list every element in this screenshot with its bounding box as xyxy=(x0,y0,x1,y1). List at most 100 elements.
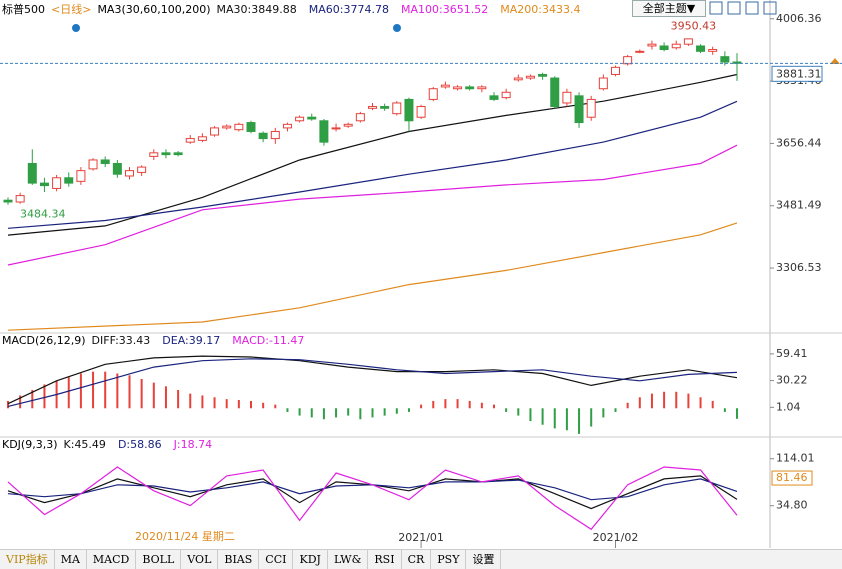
low-label: 3484.34 xyxy=(20,208,66,221)
candle-body xyxy=(586,98,596,118)
macd-bar xyxy=(262,402,265,409)
legend-name: D xyxy=(118,438,130,451)
macd-bar xyxy=(553,408,556,429)
series-line xyxy=(7,222,738,331)
candle-body xyxy=(574,95,584,124)
tab[interactable]: CR xyxy=(402,550,432,569)
period[interactable]: <日线> xyxy=(51,3,92,16)
legend-entry: MACD-11.47 xyxy=(232,334,310,347)
candle-body xyxy=(428,88,438,100)
marker-label: 81.46 xyxy=(776,471,808,484)
tab[interactable]: MACD xyxy=(87,550,137,569)
header: 标普500<日线>MA3(30,60,100,200)MA303849.88MA… xyxy=(2,1,598,17)
y-tick-label: 3481.49 xyxy=(776,199,822,212)
candle-body xyxy=(185,138,195,143)
macd-bar xyxy=(578,408,581,434)
macd-bar xyxy=(614,408,617,412)
candle-body xyxy=(562,91,572,104)
y-tick-label: 34.80 xyxy=(776,499,808,512)
candle-body xyxy=(149,152,159,157)
macd-bar xyxy=(432,400,435,409)
macd-bar xyxy=(736,408,738,419)
candle-body xyxy=(88,159,98,170)
candle-body xyxy=(319,120,329,143)
candle-body xyxy=(100,159,110,165)
candle-body xyxy=(210,127,220,136)
tab[interactable]: CCI xyxy=(259,550,294,569)
macd-bar xyxy=(140,378,143,409)
legend-value: 39.17 xyxy=(188,334,221,347)
last-price-box xyxy=(771,65,823,82)
macd-bar xyxy=(164,386,167,409)
candle-body xyxy=(477,86,487,90)
tab[interactable]: MA xyxy=(55,550,87,569)
tab[interactable]: RSI xyxy=(368,550,402,569)
legend-entry: K45.49 xyxy=(64,438,112,451)
legend-name: MA200 xyxy=(500,3,542,16)
candle-body xyxy=(696,45,706,52)
tab[interactable]: 设置 xyxy=(466,550,502,569)
macd-bar xyxy=(31,389,34,409)
macd-bar xyxy=(626,402,629,409)
macd-bar xyxy=(189,393,192,409)
macd-bar xyxy=(128,375,131,409)
tab[interactable]: KDJ xyxy=(293,550,328,569)
legend-entry: MA303849.88 xyxy=(217,3,303,16)
macd-bar xyxy=(19,395,22,409)
candle-body xyxy=(708,49,718,52)
event-dot xyxy=(72,24,80,32)
candle-body xyxy=(295,116,305,122)
legend-value: 3774.78 xyxy=(343,3,389,16)
candle-body xyxy=(465,86,475,90)
series-line xyxy=(7,358,738,407)
candle-body xyxy=(404,98,414,122)
event-dot xyxy=(393,24,401,32)
ma-label: MA3(30,60,100,200) xyxy=(97,3,211,16)
candle-body xyxy=(538,73,548,77)
theme-button[interactable]: 全部主题▼ xyxy=(632,0,706,17)
macd-bar xyxy=(395,408,398,414)
candle-body xyxy=(15,195,25,203)
candle-body xyxy=(355,113,365,122)
legend-name: MACD xyxy=(232,334,269,347)
tab[interactable]: BIAS xyxy=(218,550,260,569)
tab[interactable]: LW& xyxy=(328,550,369,569)
legend-value: -11.47 xyxy=(268,334,305,347)
macd-bar xyxy=(371,408,374,418)
candle-body xyxy=(112,163,122,175)
macd-bar xyxy=(529,408,532,422)
tab[interactable]: VOL xyxy=(181,550,219,569)
candle-body xyxy=(282,123,292,129)
tab[interactable]: PSY xyxy=(431,550,467,569)
macd-bar xyxy=(213,397,216,409)
legend-value: 33.43 xyxy=(118,334,151,347)
candle-body xyxy=(380,106,390,109)
tab[interactable]: VIP指标 xyxy=(0,550,55,569)
macd-bar xyxy=(298,408,301,416)
candle-body xyxy=(64,177,74,184)
macd-bar xyxy=(456,399,459,409)
legend-name: MA100 xyxy=(401,3,443,16)
macd-bar xyxy=(79,373,82,409)
macd-bar xyxy=(92,371,95,409)
candle-body xyxy=(611,66,620,75)
candle-body xyxy=(173,152,183,156)
macd-bar xyxy=(650,393,653,409)
macd-bar xyxy=(7,400,9,409)
candle-body xyxy=(3,199,13,203)
high-label: 3950.43 xyxy=(671,20,717,33)
marker-box xyxy=(771,470,813,486)
macd-title: MACD(26,12,9) xyxy=(2,334,86,347)
candle-body xyxy=(683,38,693,45)
legend-value: 18.74 xyxy=(180,438,213,451)
kdj-header: KDJ(9,3,3) K45.49 D58.86 J18.74 xyxy=(2,438,230,451)
macd-bar xyxy=(711,400,714,409)
tab[interactable]: BOLL xyxy=(136,550,182,569)
candle-body xyxy=(197,136,207,141)
legend-name: MA30 xyxy=(217,3,252,16)
candle-body xyxy=(222,125,232,129)
candle-body xyxy=(501,91,511,99)
macd-bar xyxy=(274,404,277,409)
